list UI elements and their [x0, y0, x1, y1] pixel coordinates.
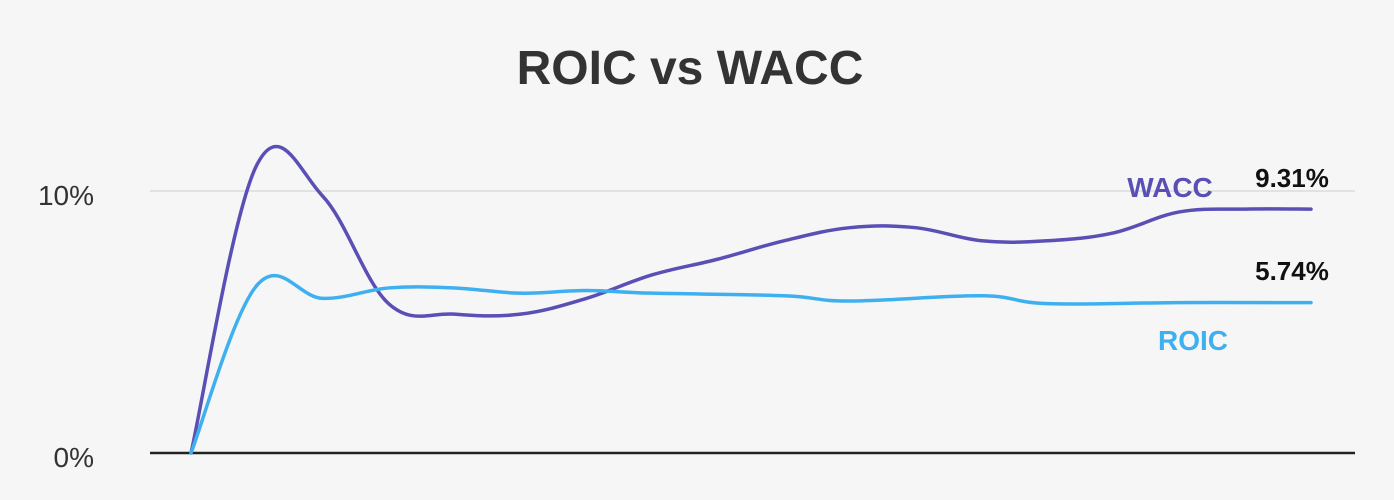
series-labels: WACC 9.31% ROIC 5.74%: [1127, 163, 1329, 356]
series-line-roic: [189, 273, 1313, 455]
chart-title: ROIC vs WACC: [517, 42, 864, 95]
axes: 0% 10%: [38, 180, 1355, 473]
series-name-wacc: WACC: [1127, 172, 1213, 203]
series-line-wacc: [189, 144, 1313, 455]
y-tick-label-0: 0%: [54, 442, 94, 473]
y-tick-label-1: 10%: [38, 180, 94, 211]
series-name-roic: ROIC: [1158, 325, 1228, 356]
series-lines: [189, 144, 1313, 455]
end-value-label-wacc: 9.31%: [1255, 163, 1329, 193]
end-value-label-roic: 5.74%: [1255, 256, 1329, 286]
